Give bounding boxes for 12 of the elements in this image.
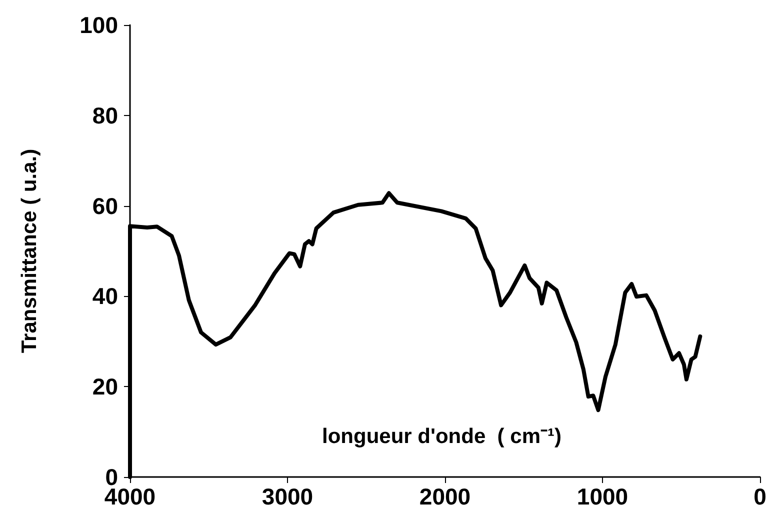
y-tick-label: 100: [80, 12, 118, 38]
x-tick-label: 2000: [419, 484, 471, 510]
y-tick-label: 40: [92, 283, 118, 310]
x-tick-label: 1000: [576, 484, 628, 510]
x-axis-title: longueur d'onde ( cm⁻¹): [322, 425, 562, 448]
x-tick-label: 3000: [262, 484, 314, 510]
y-tick-label: 20: [92, 374, 118, 400]
y-tick-label: 0: [105, 464, 118, 490]
y-tick-label: 80: [92, 102, 118, 128]
x-tick-label: 0: [754, 484, 766, 510]
y-tick-label: 60: [92, 192, 118, 219]
y-axis-title: Transmittance ( u.a.): [18, 148, 41, 354]
